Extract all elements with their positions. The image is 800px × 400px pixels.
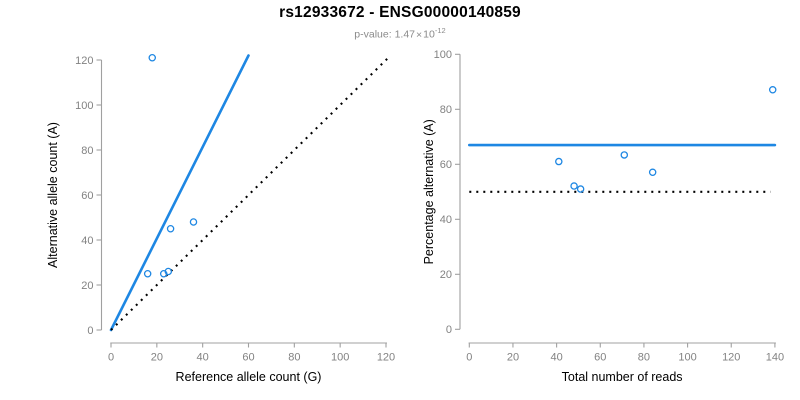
x-tick-label: 20	[507, 352, 519, 364]
y-tick-label: 100	[434, 49, 452, 61]
x-tick-label: 120	[722, 352, 740, 364]
x-axis-title: Total number of reads	[562, 370, 683, 384]
chart-title: rs12933672 - ENSG00000140859	[279, 4, 521, 21]
x-tick-label: 0	[108, 352, 114, 364]
data-point	[620, 151, 629, 159]
data-point	[648, 168, 657, 177]
data-point	[166, 224, 175, 233]
identity-line	[110, 57, 390, 331]
x-tick-label: 120	[377, 352, 395, 364]
p-value-mantissa: 1.47	[394, 28, 416, 41]
y-tick-label: 80	[440, 104, 452, 116]
y-tick-label: 80	[81, 145, 93, 157]
y-tick-label: 40	[81, 235, 93, 247]
y-tick-label: 0	[87, 325, 93, 337]
p-value-label: p-value:	[354, 28, 395, 41]
y-axis-title: Percentage alternative (A)	[422, 119, 436, 264]
x-tick-label: 40	[197, 352, 209, 364]
data-point	[143, 269, 152, 278]
x-axis-title: Reference allele count (G)	[176, 370, 322, 384]
y-axis-title: Alternative allele count (A)	[46, 122, 60, 268]
x-tick-label: 80	[288, 352, 300, 364]
x-tick-label: 60	[594, 352, 606, 364]
x-tick-label: 60	[242, 352, 254, 364]
x-tick-label: 80	[638, 352, 650, 364]
data-point	[576, 185, 585, 193]
y-tick-label: 40	[440, 214, 452, 226]
data-point	[164, 267, 173, 276]
y-tick-label: 120	[75, 55, 93, 67]
y-tick-label: 20	[81, 280, 93, 292]
allele-counts-plot: 0 20 40 60 80 100 120 0 20 40 60 80 100 120 Reference …	[46, 54, 395, 384]
data-point	[189, 218, 198, 226]
x-tick-label: 100	[331, 352, 349, 364]
multiplication-sign: ×	[416, 28, 423, 41]
data-point	[148, 54, 156, 62]
data-point	[768, 86, 777, 94]
y-tick-label: 0	[446, 324, 452, 336]
y-tick-label: 60	[440, 159, 452, 171]
y-tick-label: 100	[75, 100, 93, 112]
x-tick-label: 0	[466, 352, 472, 364]
y-tick-label: 20	[440, 269, 452, 281]
p-value-base: 10	[423, 28, 435, 41]
x-tick-label: 140	[766, 352, 784, 364]
x-tick-label: 40	[550, 352, 562, 364]
percentage-alternative-plot: 0 20 40 60 80 100 0 20 40 60 80 100 120 140 Total numb…	[422, 49, 784, 384]
x-tick-label: 20	[151, 352, 163, 364]
x-tick-label: 100	[678, 352, 696, 364]
p-value-subtitle: p-value: 1.47×10-12	[0, 26, 800, 41]
y-tick-label: 60	[81, 190, 93, 202]
data-point	[570, 182, 578, 190]
fit-line	[109, 54, 250, 332]
p-value-exponent: -12	[434, 26, 446, 35]
data-point	[555, 157, 563, 166]
